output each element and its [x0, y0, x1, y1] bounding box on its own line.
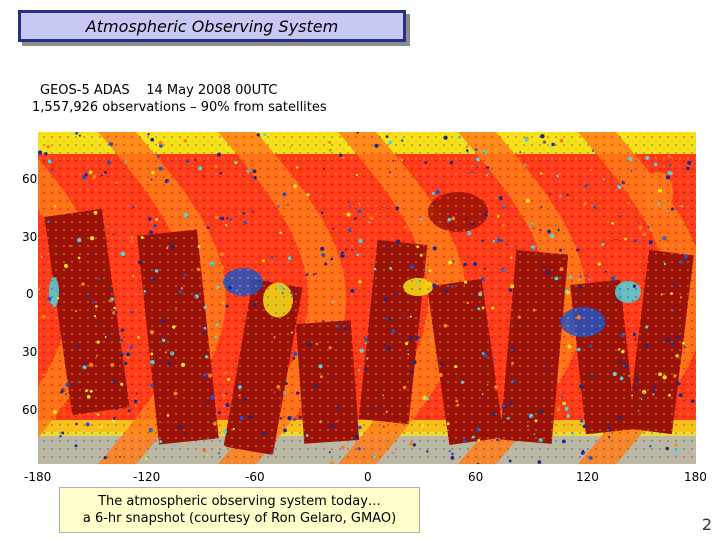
caption-line-2: a 6-hr snapshot (courtesy of Ron Gelaro,… [82, 511, 397, 526]
caption-box: The atmospheric observing system today… … [59, 487, 420, 533]
lat-label-30s: 30 [22, 345, 38, 359]
map-texture [38, 132, 696, 464]
lon-label-180e: 180 [684, 470, 707, 484]
page-number: 2 [701, 515, 712, 534]
lon-label-120w: -120 [133, 470, 161, 484]
lon-label-60e: 60 [468, 470, 484, 484]
map-subtitle: GEOS-5 ADAS 14 May 2008 00UTC 1,557,926 … [32, 82, 327, 116]
lat-label-30n: 30 [22, 230, 38, 244]
lon-label-180w: -180 [24, 470, 52, 484]
title-banner: Atmospheric Observing System [18, 10, 406, 42]
lat-label-60s: 60 [22, 403, 38, 417]
lon-label-0: 0 [364, 470, 372, 484]
subtitle-line-2: 1,557,926 observations – 90% from satell… [32, 100, 327, 115]
observation-map-canvas [38, 132, 696, 464]
caption-line-1: The atmospheric observing system today… [98, 494, 381, 509]
observation-map [38, 132, 696, 464]
lat-label-60n: 60 [22, 172, 38, 186]
subtitle-line-1: GEOS-5 ADAS 14 May 2008 00UTC [40, 83, 278, 98]
lon-label-120e: 120 [576, 470, 599, 484]
lat-label-0: 0 [26, 287, 34, 301]
lon-label-60w: -60 [245, 470, 265, 484]
page-title: Atmospheric Observing System [85, 16, 339, 36]
